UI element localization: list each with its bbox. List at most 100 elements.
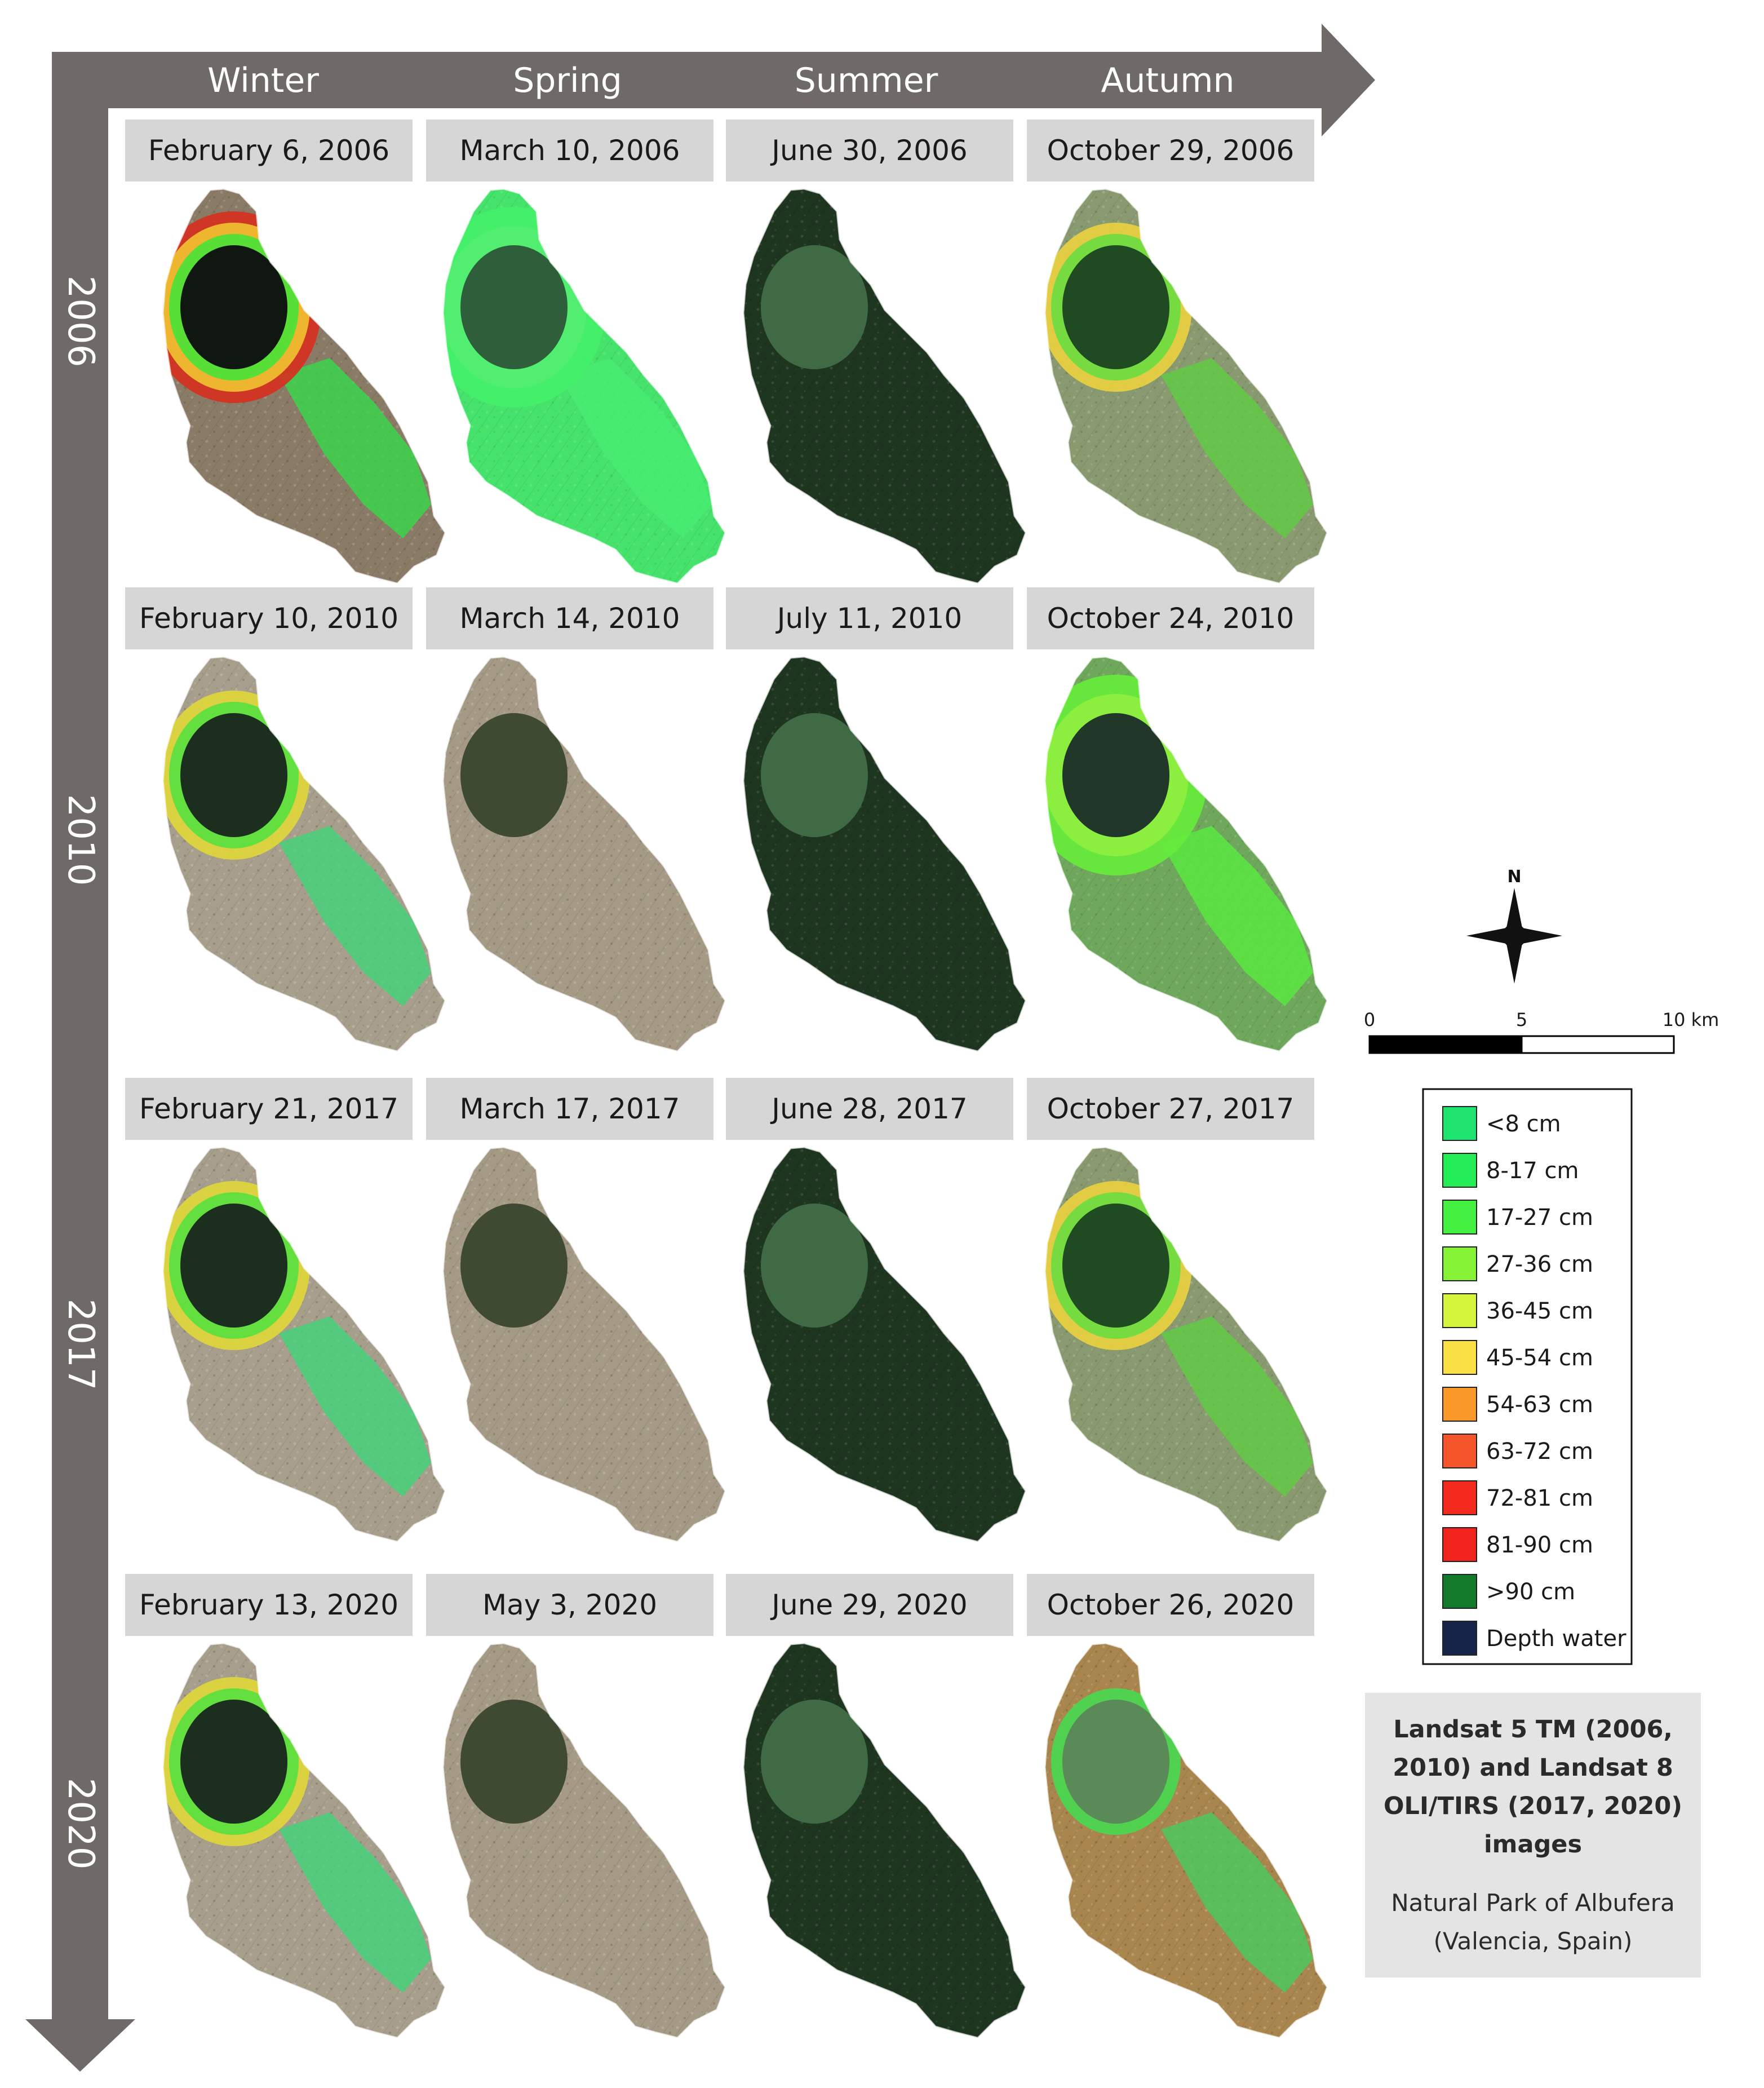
date-box (426, 1574, 713, 1636)
legend-swatch (1442, 1200, 1477, 1235)
info-title-line-2: 2010) and Landsat 8 (1393, 1754, 1673, 1782)
legend-label: >90 cm (1486, 1579, 1575, 1605)
legend-swatch (1442, 1387, 1477, 1422)
legend-item: 17-27 cm (1442, 1200, 1593, 1235)
park-map-image (742, 188, 1027, 585)
date-box (426, 587, 713, 649)
park-map-image (162, 1642, 446, 2039)
legend-swatch (1442, 1340, 1477, 1375)
north-arrow: N (1466, 867, 1562, 984)
year-label-2017: 2017 (60, 1299, 101, 1391)
legend-item: 8-17 cm (1442, 1153, 1579, 1188)
map-panel: February 10, 2010 (125, 587, 446, 1052)
map-panel: May 3, 2020 (426, 1574, 726, 2039)
date-box (726, 1574, 1013, 1636)
legend-label: 8-17 cm (1486, 1158, 1579, 1184)
map-panel: October 29, 2006 (1027, 120, 1328, 585)
date-box (1027, 120, 1314, 182)
legend-item: Depth water (1442, 1621, 1626, 1656)
legend-swatch (1442, 1434, 1477, 1468)
date-label: October 27, 2017 (1047, 1092, 1295, 1125)
park-map-image (742, 1146, 1027, 1543)
year-label-2010: 2010 (60, 794, 101, 886)
legend-label: 72-81 cm (1486, 1485, 1593, 1511)
map-panel: February 13, 2020 (125, 1574, 446, 2039)
info-title-line-4: images (1484, 1830, 1582, 1859)
legend-swatch (1442, 1574, 1477, 1609)
legend-item: 63-72 cm (1442, 1434, 1593, 1468)
legend-swatch (1442, 1293, 1477, 1328)
legend-label: 81-90 cm (1486, 1532, 1593, 1558)
scale-bar: 0 5 10 km (1364, 1009, 1719, 1054)
legend-label: 54-63 cm (1486, 1392, 1593, 1418)
park-map-image (442, 1146, 726, 1543)
legend-item: <8 cm (1442, 1106, 1561, 1141)
park-map-image (442, 1642, 726, 2039)
legend-item: 81-90 cm (1442, 1527, 1593, 1562)
legend-swatch (1442, 1621, 1477, 1656)
year-label-2020: 2020 (60, 1778, 101, 1870)
season-label-winter: Winter (207, 61, 319, 100)
map-panel: February 6, 2006 (125, 120, 446, 585)
date-label: March 17, 2017 (460, 1092, 680, 1125)
map-panel: October 27, 2017 (1027, 1078, 1328, 1543)
park-map-image (742, 656, 1027, 1052)
legend-item: 27-36 cm (1442, 1246, 1593, 1281)
legend-item: 72-81 cm (1442, 1480, 1593, 1515)
legend-label: 36-45 cm (1486, 1298, 1593, 1324)
map-panel: March 10, 2006 (426, 120, 726, 585)
season-axis-arrow (52, 24, 1375, 136)
date-label: May 3, 2020 (482, 1589, 657, 1621)
park-map-image (1044, 188, 1328, 585)
date-box (426, 1078, 713, 1140)
park-map-image (162, 656, 446, 1052)
legend-item: 54-63 cm (1442, 1387, 1593, 1422)
season-label-autumn: Autumn (1101, 61, 1234, 100)
date-label: February 13, 2020 (139, 1589, 398, 1621)
legend: <8 cm 8-17 cm 17-27 cm 27-36 cm 36-45 cm 45-5… (1422, 1088, 1633, 1665)
date-label: October 26, 2020 (1047, 1589, 1295, 1621)
legend-swatch (1442, 1480, 1477, 1515)
legend-label: 17-27 cm (1486, 1205, 1593, 1231)
year-label-2006: 2006 (60, 276, 101, 368)
info-subtitle-line-2: (Valencia, Spain) (1434, 1927, 1633, 1955)
legend-swatch (1442, 1527, 1477, 1562)
date-box (125, 1078, 413, 1140)
year-axis-arrow (25, 52, 135, 2072)
date-box (726, 1078, 1013, 1140)
date-label: February 10, 2010 (139, 602, 398, 635)
legend-label: 45-54 cm (1486, 1345, 1593, 1371)
park-map-image (1044, 1146, 1328, 1543)
legend-swatch (1442, 1153, 1477, 1188)
map-panel: March 17, 2017 (426, 1078, 726, 1543)
date-label: March 10, 2006 (460, 134, 680, 167)
date-label: July 11, 2010 (775, 602, 962, 635)
legend-label: <8 cm (1486, 1111, 1561, 1137)
scale-label-10km: 10 km (1663, 1009, 1719, 1030)
park-map-image (162, 1146, 446, 1543)
park-map-image (442, 188, 726, 585)
date-label: February 6, 2006 (148, 134, 389, 167)
park-map-image (1044, 1642, 1328, 2039)
map-panel: March 14, 2010 (426, 587, 726, 1052)
info-subtitle-line-1: Natural Park of Albufera (1391, 1889, 1675, 1917)
season-label-spring: Spring (513, 61, 622, 100)
info-box: Landsat 5 TM (2006, 2010) and Landsat 8 … (1365, 1693, 1701, 1978)
scale-label-5: 5 (1516, 1009, 1527, 1030)
info-title-line-3: OLI/TIRS (2017, 2020) (1384, 1792, 1682, 1820)
park-map-image (162, 188, 446, 585)
scale-label-0: 0 (1364, 1009, 1375, 1030)
park-map-image (742, 1642, 1027, 2039)
date-label: February 21, 2017 (139, 1092, 398, 1125)
date-box (125, 120, 413, 182)
season-label-summer: Summer (795, 61, 938, 100)
date-box (1027, 1574, 1314, 1636)
date-box (125, 1574, 413, 1636)
north-label: N (1507, 867, 1521, 887)
date-label: October 24, 2010 (1047, 602, 1295, 635)
date-box (125, 587, 413, 649)
map-panel: July 11, 2010 (726, 587, 1027, 1052)
legend-label: 63-72 cm (1486, 1439, 1593, 1465)
date-box (726, 120, 1013, 182)
